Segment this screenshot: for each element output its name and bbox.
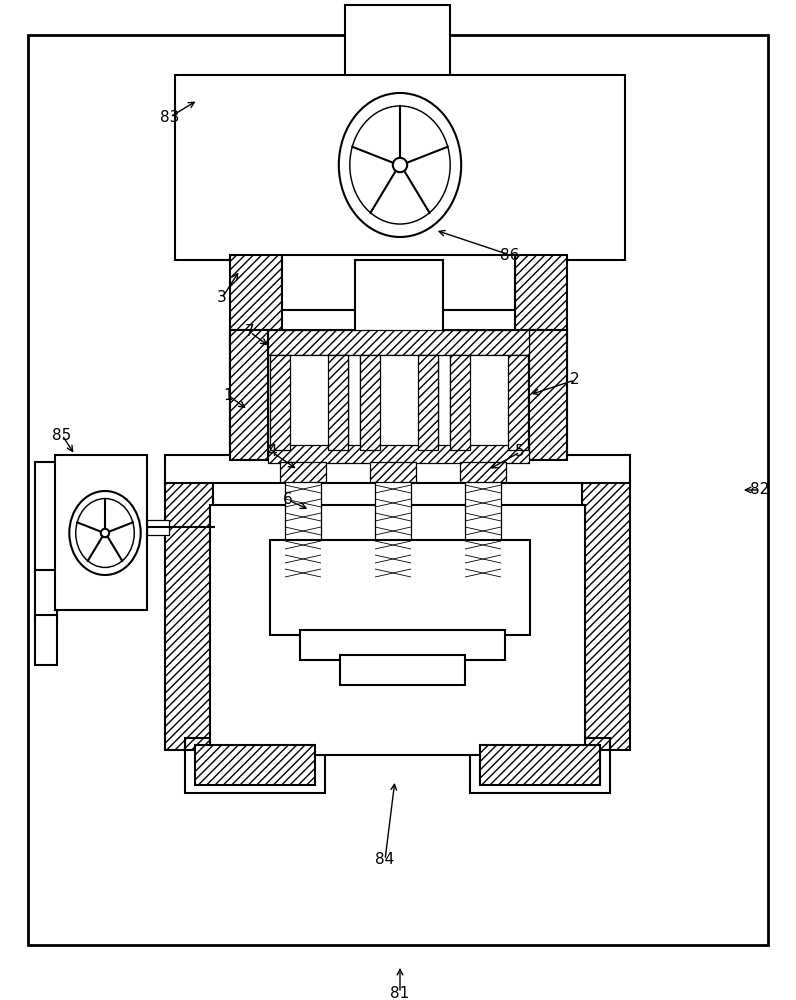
Ellipse shape [339, 93, 461, 237]
Bar [529, 330, 567, 460]
Bar [480, 745, 600, 785]
Text: 83: 83 [160, 109, 180, 124]
Bar [270, 355, 290, 450]
Text: 85: 85 [53, 428, 72, 442]
Bar [508, 355, 528, 450]
Bar [270, 355, 348, 450]
Bar [470, 738, 610, 793]
Bar [268, 330, 529, 355]
Text: 86: 86 [501, 247, 520, 262]
Bar [300, 630, 505, 660]
Bar [147, 520, 169, 535]
Bar [282, 255, 515, 310]
Bar [230, 255, 282, 340]
Text: 2: 2 [570, 372, 579, 387]
Text: 3: 3 [217, 290, 227, 306]
Bar [418, 355, 438, 450]
Bar [165, 480, 213, 750]
Bar [165, 455, 630, 483]
Bar [210, 505, 585, 755]
Bar [280, 462, 326, 482]
Text: 81: 81 [390, 986, 410, 1000]
Ellipse shape [69, 491, 141, 575]
Bar [175, 75, 625, 260]
Bar [215, 682, 585, 747]
Bar [270, 540, 530, 635]
Bar [328, 355, 348, 450]
Text: 82: 82 [751, 483, 770, 497]
Text: 4: 4 [267, 444, 277, 460]
Bar [360, 355, 380, 450]
Bar [35, 570, 57, 620]
Text: 1: 1 [223, 387, 232, 402]
Bar [35, 615, 57, 665]
Bar [450, 355, 528, 450]
Bar [345, 5, 450, 85]
Bar [450, 355, 470, 450]
Bar [268, 445, 529, 463]
Bar [460, 462, 506, 482]
Circle shape [101, 529, 109, 537]
Bar [370, 462, 416, 482]
Bar [55, 455, 147, 610]
Text: 6: 6 [283, 492, 293, 508]
Bar [465, 480, 501, 580]
Bar [285, 480, 321, 580]
Bar [360, 355, 438, 450]
Bar [375, 480, 411, 580]
Text: 5: 5 [515, 444, 525, 460]
Bar [355, 260, 443, 340]
Bar [230, 330, 268, 460]
Circle shape [392, 158, 408, 172]
Bar [35, 462, 57, 572]
Text: 7: 7 [245, 324, 255, 340]
Bar [195, 745, 315, 785]
Bar [582, 480, 630, 750]
Text: 84: 84 [376, 852, 395, 867]
Bar [230, 330, 567, 460]
Bar [185, 738, 325, 793]
Bar [515, 255, 567, 340]
Bar [340, 655, 465, 685]
